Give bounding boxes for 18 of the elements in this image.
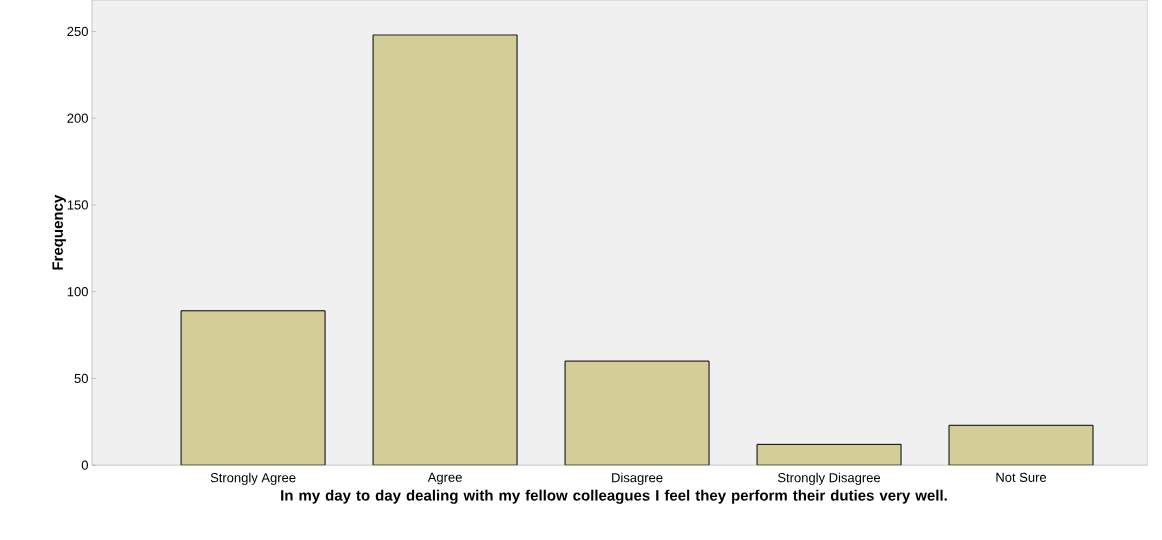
y-tick-label: 250 (67, 26, 88, 36)
bar (756, 443, 902, 466)
y-tick-label: 150 (67, 200, 88, 210)
x-axis-title: In my day to day dealing with my fellow colleagues I feel they perform their duties very well. (281, 489, 947, 504)
x-tick-label: Strongly Disagree (777, 472, 881, 485)
x-tick-label: Agree (427, 472, 462, 485)
y-tick-label: 0 (81, 460, 88, 470)
bar (948, 424, 1094, 466)
bar (180, 310, 326, 466)
y-tick-label: 100 (67, 286, 88, 297)
x-tick-label: Strongly Agree (210, 472, 296, 485)
y-tick-label: 50 (74, 373, 88, 383)
y-axis-title: Frequency (52, 194, 66, 270)
x-tick-label: Not Sure (996, 472, 1047, 482)
bar (564, 360, 710, 466)
bar (372, 34, 518, 466)
y-tick-label: 200 (67, 113, 88, 123)
x-tick-label: Disagree (612, 472, 663, 485)
